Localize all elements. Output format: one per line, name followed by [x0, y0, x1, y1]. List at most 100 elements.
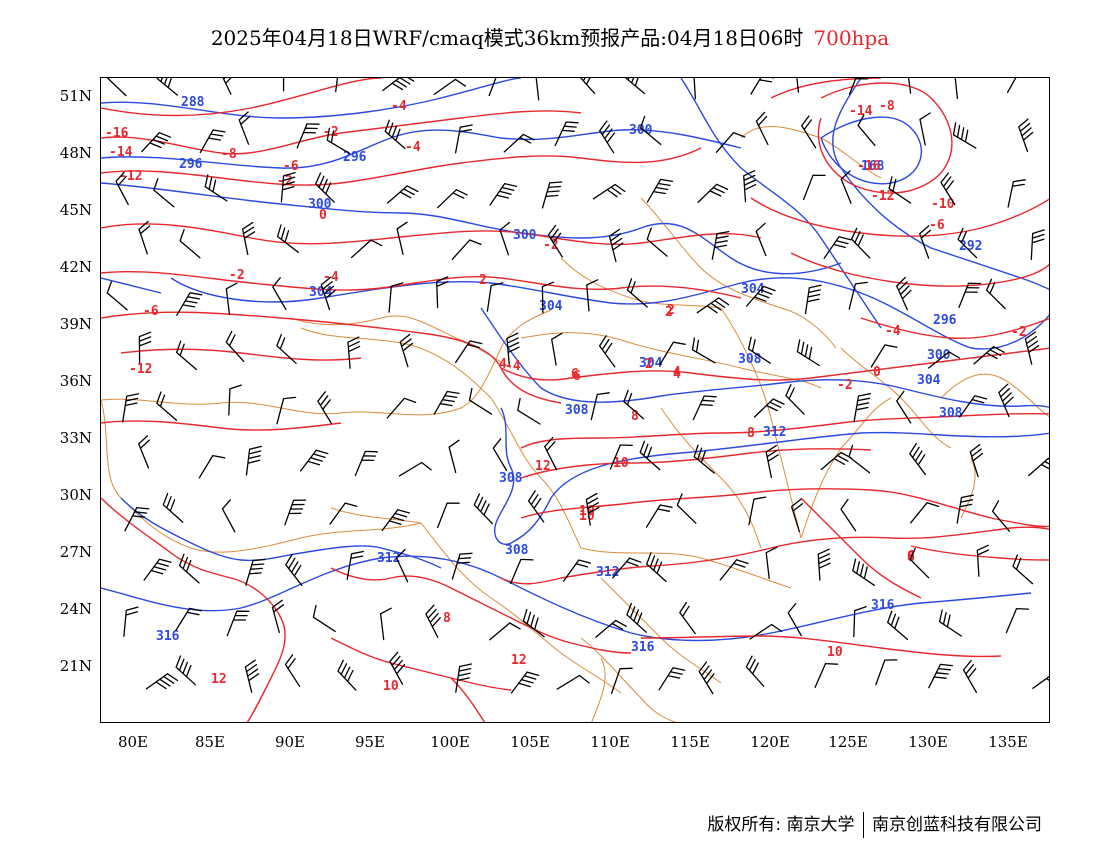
- wind-barb: [551, 332, 563, 366]
- wind-barb: [244, 659, 260, 693]
- wind-barb: [451, 552, 473, 580]
- wind-barb: [506, 332, 520, 365]
- wind-barb: [204, 174, 228, 202]
- temp-label: -2: [1011, 325, 1027, 340]
- temp-label: 2: [665, 305, 673, 320]
- copyright-org2: 南京创蓝科技有限公司: [872, 815, 1042, 835]
- wind-barb: [562, 559, 592, 582]
- wind-barb: [711, 230, 730, 260]
- wind-barb: [1030, 229, 1045, 261]
- wind-barb: [337, 659, 357, 691]
- wind-barb: [755, 111, 769, 146]
- wind-barbs: [106, 78, 1049, 695]
- geo-label: 288: [181, 95, 205, 110]
- wind-barb: [510, 558, 534, 585]
- temp-label: 0: [319, 208, 327, 223]
- wind-barb: [848, 281, 868, 310]
- wind-barb: [451, 239, 482, 260]
- geo-label: 308: [565, 403, 589, 418]
- wind-barb: [381, 509, 411, 532]
- lat-label: 51N: [59, 87, 92, 105]
- wind-barb: [541, 281, 555, 314]
- geo-label: 300: [927, 348, 951, 363]
- wind-barb: [503, 133, 535, 153]
- wind-barb: [228, 384, 242, 416]
- wind-barb: [853, 606, 867, 638]
- wind-barb: [153, 178, 175, 208]
- lon-label: 100E: [430, 733, 470, 751]
- wind-barb: [156, 78, 179, 96]
- lat-label: 30N: [59, 486, 92, 504]
- temp-label: -16: [105, 126, 129, 141]
- geo-label: 304: [917, 373, 941, 388]
- wind-barb: [488, 78, 497, 97]
- wind-barb: [796, 339, 821, 367]
- wind-barb: [176, 292, 203, 316]
- wind-barb: [454, 340, 483, 364]
- temp-label: 4: [673, 367, 681, 382]
- wind-barb: [698, 661, 715, 695]
- wind-barb: [907, 78, 912, 94]
- wind-barb: [719, 559, 749, 581]
- wind-barb: [350, 239, 383, 259]
- temp-label: -16: [857, 159, 881, 174]
- wind-barb: [1018, 118, 1034, 153]
- wind-barb: [586, 279, 599, 312]
- geo-label: 308: [738, 352, 762, 367]
- geo-label: 292: [959, 239, 982, 254]
- temp-label: 8: [443, 611, 451, 626]
- wind-barb: [522, 608, 545, 638]
- lon-label: 110E: [590, 733, 630, 751]
- wind-barb: [753, 398, 785, 418]
- wind-barb: [952, 122, 977, 149]
- geo-label: 296: [933, 313, 957, 328]
- wind-barb: [848, 444, 871, 474]
- wind-barb: [272, 277, 287, 311]
- wind-barb: [969, 443, 984, 478]
- wind-barb: [1024, 331, 1040, 365]
- wind-barb: [473, 493, 493, 525]
- wind-barb: [138, 220, 151, 255]
- wind-barb: [320, 276, 336, 311]
- wind-barb: [590, 392, 610, 421]
- temp-label: -4: [885, 324, 901, 339]
- lon-label: 90E: [274, 733, 306, 751]
- wind-barb: [486, 282, 504, 312]
- wind-barb: [395, 548, 409, 583]
- geo-label: 312: [763, 425, 786, 440]
- wind-barb: [888, 176, 912, 204]
- wind-barb: [379, 607, 392, 641]
- wind-barb: [896, 276, 912, 311]
- wind-barb: [517, 397, 541, 425]
- temp-label: -10: [931, 197, 955, 212]
- wind-barb: [639, 440, 661, 471]
- wind-barb: [389, 651, 406, 685]
- wind-barb: [222, 78, 232, 95]
- wind-barb: [909, 547, 930, 579]
- wind-barb: [801, 115, 817, 149]
- wind-barb: [928, 663, 954, 689]
- temp-label: 4: [499, 357, 507, 372]
- copyright-prefix: 版权所有:: [707, 815, 782, 835]
- temp-label: 10: [383, 679, 399, 694]
- wind-barb: [790, 498, 804, 533]
- wind-barb: [225, 330, 245, 363]
- geo-label: 316: [631, 640, 655, 655]
- geo-label: 300: [513, 228, 537, 243]
- wind-barb: [659, 341, 686, 366]
- lon-label: 115E: [670, 733, 710, 751]
- wind-barb: [226, 610, 250, 637]
- lon-label: 105E: [510, 733, 550, 751]
- wind-barb: [425, 604, 441, 638]
- wind-barb: [285, 553, 303, 586]
- wind-barb: [595, 619, 627, 638]
- wind-barb: [329, 502, 358, 525]
- boundary-lines: [101, 125, 1049, 722]
- wind-barb: [956, 494, 974, 524]
- wind-barb: [433, 390, 460, 415]
- wind-barb: [276, 333, 297, 364]
- wind-barb: [106, 281, 128, 311]
- temperature-contours: [101, 78, 1049, 722]
- wind-barb: [909, 442, 927, 476]
- wind-barb: [976, 544, 990, 577]
